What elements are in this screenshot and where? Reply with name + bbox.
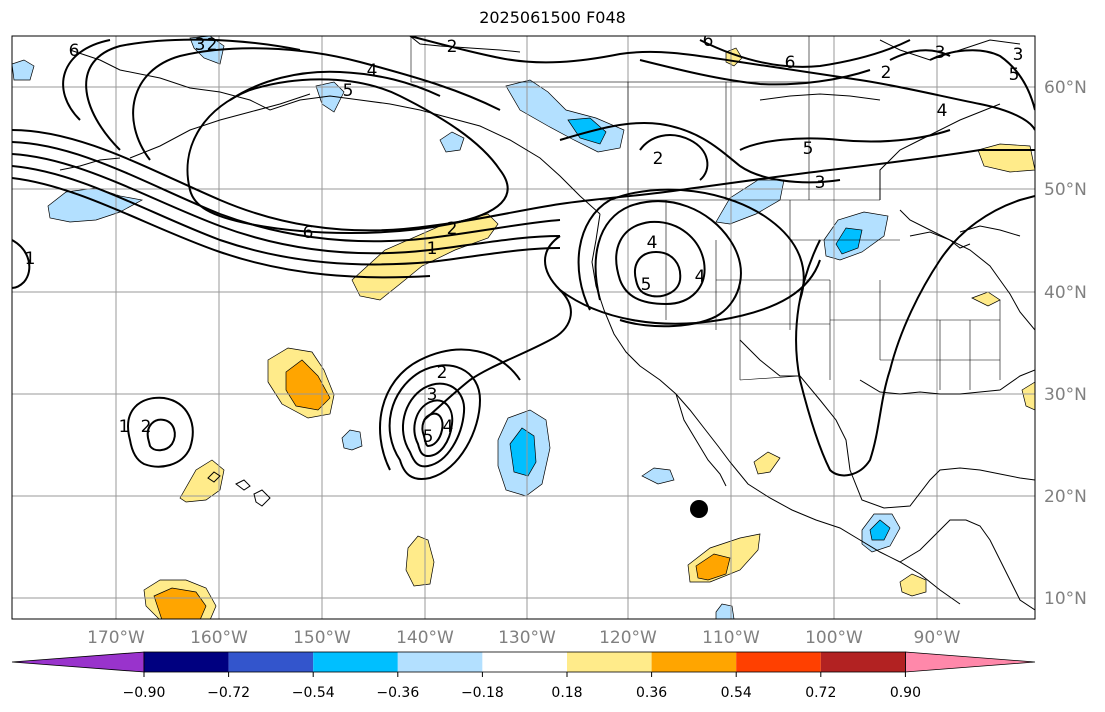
shade-hawaii-orange bbox=[285, 359, 331, 411]
contour-label: 2 bbox=[447, 219, 458, 239]
map-border bbox=[11, 35, 1036, 620]
contour-label: 1 bbox=[119, 417, 130, 437]
contour-label: 5 bbox=[641, 275, 652, 295]
contour-label: 6 bbox=[703, 31, 714, 51]
shade-blue-9 bbox=[715, 603, 735, 619]
contour-label: 4 bbox=[647, 233, 658, 253]
colorbar-tick-label: −0.72 bbox=[207, 685, 250, 701]
contour-label: 5 bbox=[343, 81, 354, 101]
shade-blue-5-core bbox=[869, 519, 891, 541]
colorbar-swatch bbox=[313, 652, 398, 672]
lon-label: 110°W bbox=[702, 628, 760, 648]
colorbar-tick-label: 0.72 bbox=[805, 685, 836, 701]
contour-labels: 6 3 2 4 5 6 2 6 6 3 3 4 5 2 5 3 2 4 5 2 … bbox=[25, 31, 1024, 447]
lat-label: 50°N bbox=[1044, 180, 1087, 200]
colorbar-swatch bbox=[144, 652, 229, 672]
colorbar-swatch bbox=[482, 652, 567, 672]
contour-label: 2 bbox=[447, 37, 458, 57]
lat-label: 20°N bbox=[1044, 487, 1087, 507]
colorbar-swatch bbox=[736, 652, 821, 672]
colorbar-tick-label: 0.54 bbox=[721, 685, 752, 701]
contour-label: 5 bbox=[803, 139, 814, 159]
shade-orange-5 bbox=[153, 587, 207, 619]
shade-blue-13 bbox=[315, 81, 345, 113]
shade-blue-12 bbox=[189, 36, 225, 65]
shade-blue-4-core bbox=[835, 227, 863, 255]
contour-label: 2 bbox=[881, 63, 892, 83]
marker-dot bbox=[690, 500, 708, 518]
map-area bbox=[12, 36, 1035, 619]
contour-label: 1 bbox=[427, 239, 438, 259]
colorbar: −0.90 −0.72 −0.54 −0.36 −0.18 0.18 0.36 … bbox=[11, 651, 1036, 701]
lon-label: 100°W bbox=[805, 628, 863, 648]
colorbar-tick-label: −0.90 bbox=[123, 685, 166, 701]
shade-yellow-3 bbox=[405, 535, 435, 587]
lon-label: 140°W bbox=[396, 628, 454, 648]
lon-label: 90°W bbox=[914, 628, 961, 648]
contour-label: 2 bbox=[653, 149, 664, 169]
latitude-labels: 60°N 50°N 40°N 30°N 20°N 10°N bbox=[1044, 78, 1087, 609]
colorbar-frame bbox=[143, 651, 906, 673]
colorbar-swatch bbox=[651, 652, 737, 672]
shade-yellow-7 bbox=[753, 451, 781, 475]
colorbar-tick-label: 0.36 bbox=[636, 685, 667, 701]
contour-label: 4 bbox=[443, 417, 454, 437]
contour-label: 3 bbox=[935, 43, 946, 63]
colorbar-swatch bbox=[228, 652, 314, 672]
contour-label: 3 bbox=[815, 173, 826, 193]
shade-blue-8 bbox=[641, 467, 675, 485]
shade-orange-4 bbox=[695, 553, 731, 581]
lat-label: 30°N bbox=[1044, 385, 1087, 405]
contour-label: 3 bbox=[195, 35, 206, 55]
shade-yellow-10 bbox=[1021, 381, 1035, 411]
contour-label: 5 bbox=[423, 427, 434, 447]
colorbar-arrow-left bbox=[11, 651, 145, 673]
shade-yellow-6 bbox=[899, 573, 927, 597]
lon-label: 160°W bbox=[190, 628, 248, 648]
shade-yellow-2 bbox=[179, 459, 225, 503]
longitude-labels: 170°W 160°W 150°W 140°W 130°W 120°W 110°… bbox=[87, 628, 961, 648]
lat-label: 40°N bbox=[1044, 283, 1087, 303]
contour-label: 6 bbox=[785, 53, 796, 73]
graticule bbox=[12, 36, 1035, 619]
lon-label: 170°W bbox=[87, 628, 145, 648]
contour-label: 6 bbox=[303, 223, 314, 243]
contour-label: 2 bbox=[207, 35, 218, 55]
contour-label: 4 bbox=[367, 61, 378, 81]
contour-label: 3 bbox=[1013, 45, 1024, 65]
colorbar-tick-label: −0.54 bbox=[292, 685, 335, 701]
colorbar-arrow-right bbox=[905, 651, 1036, 673]
map-title: 2025061500 F048 bbox=[479, 8, 626, 27]
shade-blue-11 bbox=[439, 131, 465, 153]
shade-blue-10 bbox=[12, 59, 35, 81]
lon-label: 120°W bbox=[599, 628, 657, 648]
contour-label: 3 bbox=[427, 385, 438, 405]
shade-blue-1-core bbox=[509, 427, 537, 477]
lon-label: 150°W bbox=[293, 628, 351, 648]
contour-lines bbox=[12, 36, 1035, 480]
shade-blue-7 bbox=[341, 429, 363, 451]
lat-label: 60°N bbox=[1044, 78, 1087, 98]
colorbar-swatch bbox=[820, 652, 906, 672]
colorbar-tick-label: −0.18 bbox=[461, 685, 504, 701]
contour-label: 5 bbox=[1009, 65, 1020, 85]
political-borders bbox=[410, 36, 1001, 390]
colorbar-tick-label: 0.18 bbox=[551, 685, 582, 701]
lat-label: 10°N bbox=[1044, 589, 1087, 609]
lon-label: 130°W bbox=[498, 628, 556, 648]
contour-label: 4 bbox=[695, 267, 706, 287]
contour-label: 2 bbox=[437, 363, 448, 383]
shaded-fields bbox=[12, 36, 1035, 619]
contour-label: 4 bbox=[937, 101, 948, 121]
contour-label: 1 bbox=[25, 249, 36, 269]
colorbar-swatch bbox=[397, 652, 483, 672]
colorbar-tick-label: 0.90 bbox=[890, 685, 921, 701]
colorbar-tick-label: −0.36 bbox=[376, 685, 419, 701]
contour-label: 6 bbox=[69, 41, 80, 61]
shade-blue-3 bbox=[715, 179, 785, 225]
colorbar-swatch bbox=[567, 652, 652, 672]
contour-label: 2 bbox=[141, 417, 152, 437]
